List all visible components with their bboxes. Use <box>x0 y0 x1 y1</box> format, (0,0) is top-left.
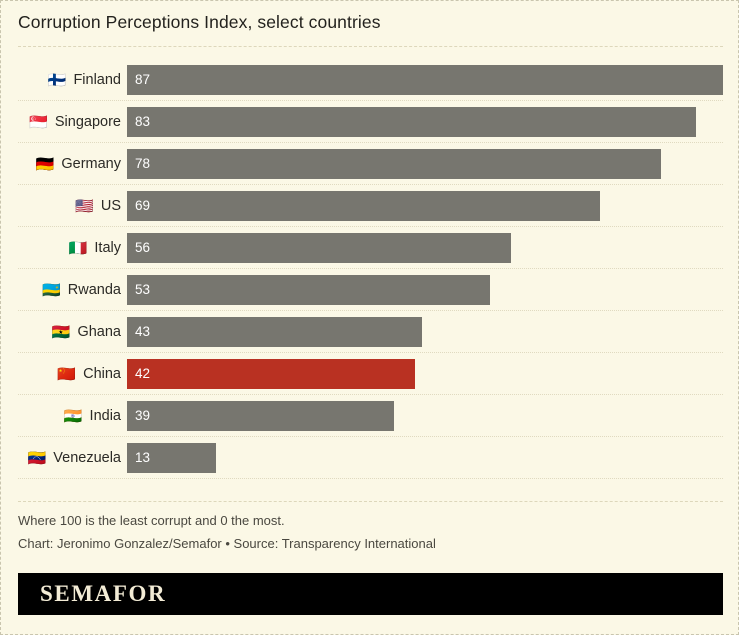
category-label-germany: 🇩🇪 Germany <box>1 143 121 185</box>
bar-value-label: 56 <box>135 240 151 256</box>
bar-value-label: 87 <box>135 72 151 88</box>
category-label-venezuela: 🇻🇪 Venezuela <box>1 437 121 479</box>
bar-venezuela: 13 <box>127 443 217 473</box>
row-divider <box>18 184 723 185</box>
bar-germany: 78 <box>127 149 662 179</box>
row-divider <box>18 478 723 479</box>
row-divider <box>18 352 723 353</box>
flag-icon: 🇩🇪 <box>35 154 55 173</box>
country-name: Ghana <box>77 324 121 340</box>
chart-note: Where 100 is the least corrupt and 0 the… <box>18 513 285 528</box>
bar-value-label: 69 <box>135 198 151 214</box>
bar-value-label: 13 <box>135 450 151 466</box>
flag-icon: 🇬🇭 <box>51 322 71 341</box>
footer-notes: Where 100 is the least corrupt and 0 the… <box>18 513 723 559</box>
flag-icon: 🇸🇬 <box>29 112 48 131</box>
country-name: Italy <box>94 240 121 256</box>
semafor-logo-bar: SEMAFOR <box>18 573 723 615</box>
country-name: Germany <box>61 156 121 172</box>
flag-icon: 🇻🇪 <box>27 448 47 467</box>
chart-row: 🇷🇼 Rwanda 53 <box>1 269 739 311</box>
country-name: China <box>83 366 121 382</box>
country-name: Venezuela <box>53 450 121 466</box>
row-divider <box>18 142 723 143</box>
bar-rwanda: 53 <box>127 275 491 305</box>
bar-ghana: 43 <box>127 317 422 347</box>
row-divider <box>18 436 723 437</box>
bar-value-label: 42 <box>135 366 151 382</box>
bar-finland: 87 <box>127 65 723 95</box>
chart-row: 🇺🇸 US 69 <box>1 185 739 227</box>
bar-chart-plot: 🇫🇮 Finland 87 🇸🇬 Singapore 83 🇩🇪 Germany 78 🇺🇸 US 6… <box>1 59 739 491</box>
flag-icon: 🇫🇮 <box>47 70 67 89</box>
row-divider <box>18 310 723 311</box>
semafor-logo: SEMAFOR <box>40 581 167 606</box>
chart-credit: Chart: Jeronimo Gonzalez/Semafor • Sourc… <box>18 536 436 551</box>
country-name: Singapore <box>54 114 121 130</box>
flag-icon: 🇨🇳 <box>57 364 77 383</box>
page-title: Corruption Perceptions Index, select cou… <box>18 12 381 32</box>
country-name: Finland <box>73 72 121 88</box>
chart-row: 🇮🇳 India 39 <box>1 395 739 437</box>
country-name: India <box>89 408 121 424</box>
category-label-us: 🇺🇸 US <box>1 185 121 227</box>
category-label-italy: 🇮🇹 Italy <box>1 227 121 269</box>
header-divider <box>18 46 723 47</box>
chart-row: 🇻🇪 Venezuela 13 <box>1 437 739 479</box>
category-label-rwanda: 🇷🇼 Rwanda <box>1 269 121 311</box>
bar-us: 69 <box>127 191 600 221</box>
bar-value-label: 78 <box>135 156 151 172</box>
bar-value-label: 83 <box>135 114 151 130</box>
country-name: Rwanda <box>67 282 121 298</box>
bar-china: 42 <box>127 359 415 389</box>
chart-row: 🇸🇬 Singapore 83 <box>1 101 739 143</box>
bar-value-label: 43 <box>135 324 151 340</box>
flag-icon: 🇮🇹 <box>68 238 88 257</box>
chart-row: 🇫🇮 Finland 87 <box>1 59 739 101</box>
row-divider <box>18 226 723 227</box>
bar-italy: 56 <box>127 233 511 263</box>
bar-india: 39 <box>127 401 395 431</box>
category-label-india: 🇮🇳 India <box>1 395 121 437</box>
category-label-china: 🇨🇳 China <box>1 353 121 395</box>
chart-row: 🇨🇳 China 42 <box>1 353 739 395</box>
chart-header: Corruption Perceptions Index, select cou… <box>1 1 739 47</box>
row-divider <box>18 268 723 269</box>
category-label-singapore: 🇸🇬 Singapore <box>1 101 121 143</box>
bar-singapore: 83 <box>127 107 696 137</box>
chart-row: 🇩🇪 Germany 78 <box>1 143 739 185</box>
footer-divider <box>18 501 723 502</box>
flag-icon: 🇷🇼 <box>42 280 61 299</box>
flag-icon: 🇮🇳 <box>63 406 83 425</box>
category-label-finland: 🇫🇮 Finland <box>1 59 121 101</box>
country-name: US <box>100 198 121 214</box>
row-divider <box>18 100 723 101</box>
bar-value-label: 39 <box>135 408 151 424</box>
category-label-ghana: 🇬🇭 Ghana <box>1 311 121 353</box>
bar-value-label: 53 <box>135 282 151 298</box>
chart-row: 🇬🇭 Ghana 43 <box>1 311 739 353</box>
chart-row: 🇮🇹 Italy 56 <box>1 227 739 269</box>
flag-icon: 🇺🇸 <box>75 196 94 215</box>
row-divider <box>18 394 723 395</box>
